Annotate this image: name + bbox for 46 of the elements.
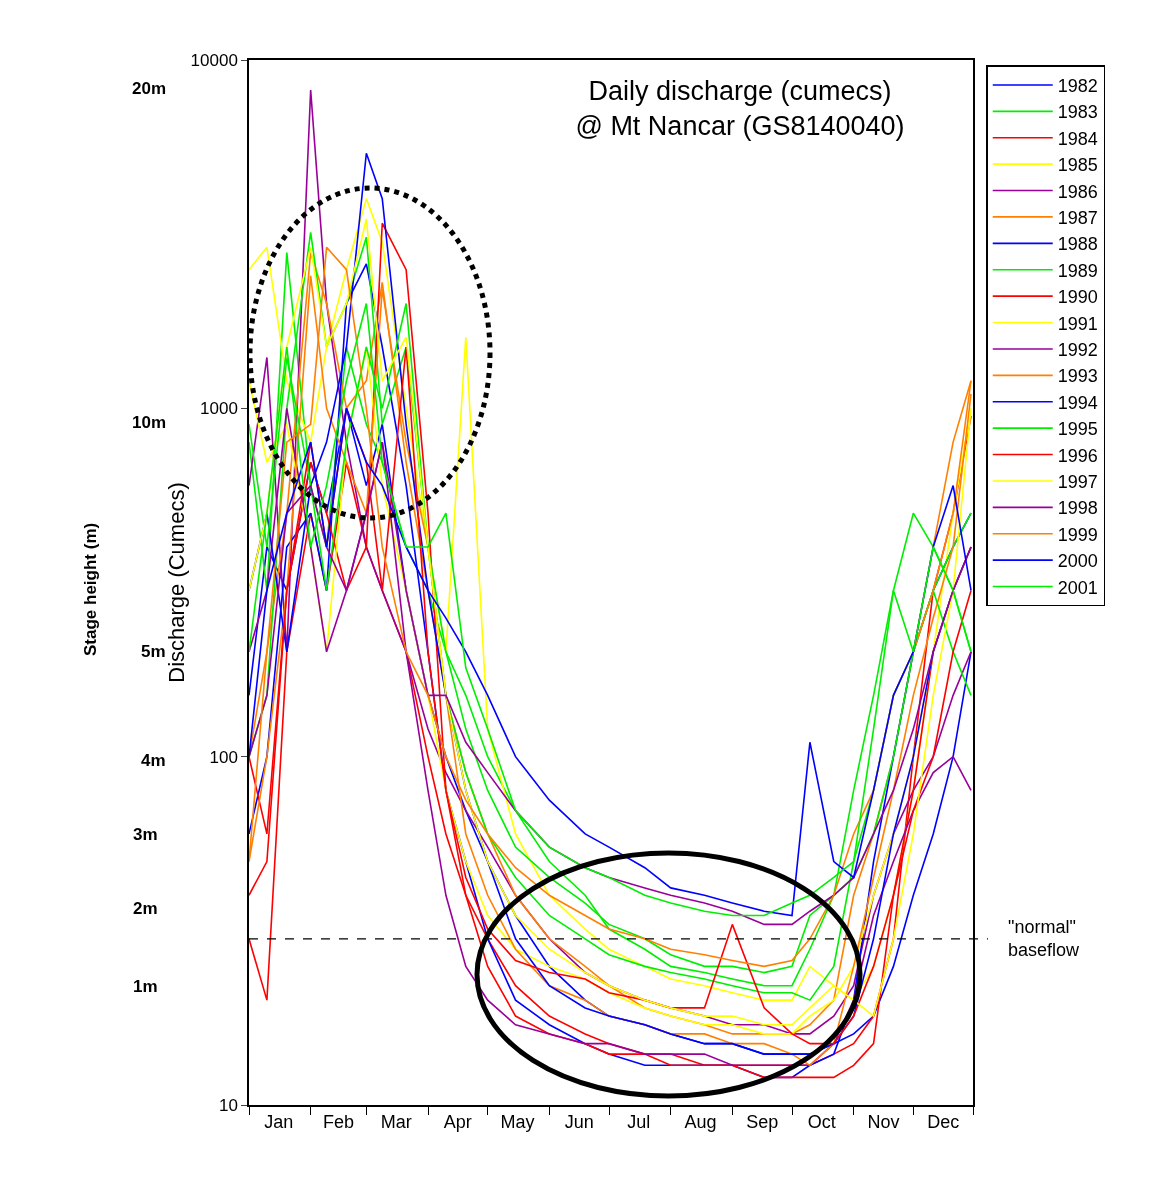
x-tick-label: Aug	[684, 1112, 717, 1133]
x-tick-label: May	[500, 1112, 535, 1133]
legend-label: 2000	[1057, 551, 1098, 572]
x-tick-label: Sep	[746, 1112, 779, 1133]
legend-label: 1997	[1057, 471, 1098, 492]
text: 2m	[133, 899, 158, 918]
legend-label: 1987	[1057, 207, 1098, 228]
legend-label: 1993	[1057, 366, 1098, 387]
legend-label: 1985	[1057, 155, 1098, 176]
legend-label: 1989	[1057, 260, 1098, 281]
text: 5m	[141, 642, 166, 661]
y-tick-label: 10	[218, 1095, 238, 1115]
legend-label: 1994	[1057, 392, 1098, 413]
legend-label: 1996	[1057, 445, 1098, 466]
x-tick-label: Oct	[807, 1112, 836, 1133]
text: Stage height (m)	[81, 522, 100, 656]
x-tick-label: Dec	[927, 1112, 960, 1133]
legend-label: 1990	[1057, 287, 1098, 308]
text: 1m	[133, 977, 158, 996]
ref-line-label: "normal" baseflow	[1008, 917, 1081, 961]
legend-label: 1982	[1057, 75, 1098, 96]
x-tick-label: Nov	[867, 1112, 900, 1133]
legend-label: 1984	[1057, 128, 1098, 149]
legend-label: 1986	[1057, 181, 1098, 202]
x-tick-label: Jan	[264, 1112, 294, 1133]
legend-label: 1988	[1057, 234, 1098, 255]
text: 3m	[133, 825, 158, 844]
text: Daily discharge (cumecs) @ Mt Nancar (GS8140040)	[575, 76, 905, 142]
text: 4m	[141, 751, 166, 770]
legend-label: 1992	[1057, 339, 1098, 360]
legend-label: 1999	[1057, 524, 1098, 545]
text: 20m	[132, 79, 167, 98]
y-tick-label: 10000	[190, 50, 238, 70]
legend-label: 2001	[1057, 577, 1098, 598]
x-tick-label: Jun	[564, 1112, 594, 1133]
x-tick-label: Apr	[443, 1112, 472, 1133]
y-tick-label: 1000	[200, 399, 238, 419]
x-tick-label: Jul	[627, 1112, 651, 1133]
legend-label: 1995	[1057, 419, 1098, 440]
x-tick-label: Mar	[380, 1112, 412, 1133]
legend-label: 1991	[1057, 313, 1098, 334]
y-tick-label: 100	[209, 747, 238, 767]
text: 10m	[132, 413, 167, 432]
legend-label: 1983	[1057, 102, 1098, 123]
legend-label: 1998	[1057, 498, 1098, 519]
x-tick-label: Feb	[322, 1112, 355, 1133]
